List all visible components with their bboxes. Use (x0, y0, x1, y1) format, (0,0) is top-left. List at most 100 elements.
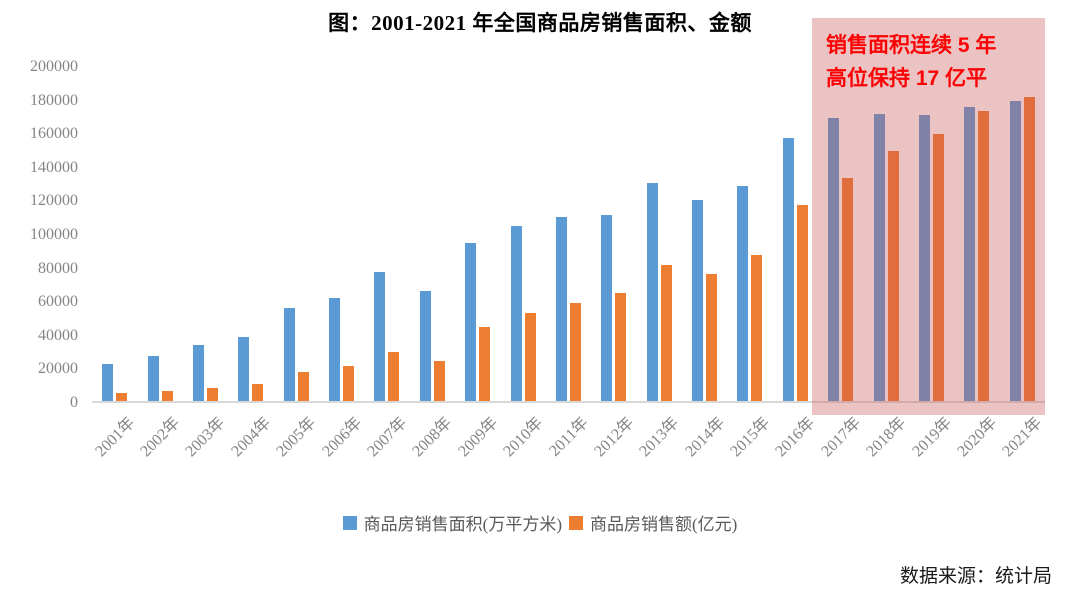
amount-bar-2018年 (887, 150, 899, 401)
y-tick-label: 200000 (30, 58, 78, 75)
annotation-text-line1: 销售面积连续 5 年 (826, 34, 997, 57)
area-bar-2011年 (555, 217, 567, 401)
amount-bar-2016年 (796, 204, 808, 401)
highlight-region: 销售面积连续 5 年 高位保持 17 亿平 (812, 18, 1045, 415)
x-tick-label: 2018年 (863, 414, 910, 461)
bar-group-2008年 (410, 67, 455, 401)
x-axis: 2001年 2002年 2003年 2004年 2005年 2006年 2007年 2008年… (92, 409, 1046, 489)
bar-group-2010年 (500, 67, 545, 401)
legend-item-amount: 商品房销售额(亿元) (569, 510, 737, 535)
amount-bar-2005年 (297, 371, 309, 401)
x-tick-label: 2008年 (409, 414, 456, 461)
x-tick-label: 2016年 (772, 414, 819, 461)
area-bar-2006年 (329, 297, 341, 401)
x-tick-label: 2002年 (137, 414, 184, 461)
amount-bar-2009年 (479, 326, 491, 401)
y-axis: 0 20000 40000 60000 80000 100000 120000 140000 1… (0, 59, 78, 411)
amount-bar-2021年 (1023, 97, 1035, 401)
amount-bar-2003年 (206, 387, 218, 401)
x-tick-label: 2013年 (636, 414, 683, 461)
amount-bar-2015年 (751, 255, 763, 401)
y-tick-label: 120000 (30, 192, 78, 210)
amount-bar-2017年 (842, 177, 854, 401)
bar-group-2015年 (727, 67, 772, 401)
bar-group-2021年 (1000, 67, 1045, 401)
bar-group-2001年 (92, 67, 137, 401)
area-bar-2003年 (192, 344, 204, 401)
bar-group-2016年 (773, 67, 818, 401)
x-tick-label: 2003年 (182, 414, 229, 461)
legend-label-amount: 商品房销售额(亿元) (590, 515, 738, 534)
area-bar-2001年 (102, 363, 114, 401)
bar-group-2019年 (909, 67, 954, 401)
amount-bar-2014年 (706, 273, 718, 401)
area-bar-2020年 (964, 106, 976, 401)
amount-bar-2010年 (524, 312, 536, 401)
amount-bar-2020年 (978, 111, 990, 401)
area-bar-2005年 (283, 308, 295, 401)
y-tick-label: 0 (70, 394, 78, 411)
amount-bar-2013年 (660, 265, 672, 401)
amount-bar-2008年 (433, 360, 445, 401)
x-tick-label: 2015年 (727, 414, 774, 461)
y-tick-label: 80000 (38, 259, 78, 277)
x-tick-label: 2005年 (273, 414, 320, 461)
area-bar-2019年 (918, 114, 930, 401)
bar-group-2014年 (682, 67, 727, 401)
y-tick-label: 160000 (30, 125, 78, 143)
y-tick-label: 60000 (38, 293, 78, 311)
bar-group-2004年 (228, 67, 273, 401)
bar-group-2005年 (274, 67, 319, 401)
bar-group-2017年 (818, 67, 863, 401)
source-note: 数据来源：统计局 (899, 566, 1052, 587)
x-tick-label: 2011年 (546, 414, 592, 460)
area-bar-2016年 (782, 138, 794, 401)
area-bar-2013年 (646, 182, 658, 401)
legend-label-area: 商品房销售面积(万平方米) (363, 515, 562, 534)
x-tick-label: 2007年 (364, 414, 411, 461)
area-bar-2010年 (510, 226, 522, 401)
area-bar-2015年 (737, 186, 749, 401)
x-tick-label: 2010年 (500, 414, 547, 461)
bar-group-2009年 (455, 67, 500, 401)
bar-group-2007年 (364, 67, 409, 401)
amount-bar-2019年 (932, 134, 944, 401)
area-bar-2009年 (465, 242, 477, 401)
legend: 商品房销售面积(万平方米) 商品房销售额(亿元) (0, 510, 1080, 535)
x-tick-label: 2009年 (455, 414, 502, 461)
amount-bar-2002年 (161, 390, 173, 401)
amount-bar-2004年 (252, 383, 264, 401)
y-tick-label: 180000 (30, 91, 78, 109)
y-tick-label: 100000 (30, 226, 78, 243)
bar-group-2012年 (591, 67, 636, 401)
area-bar-2007年 (374, 271, 386, 401)
bar-group-2020年 (954, 67, 999, 401)
bar-group-2018年 (863, 67, 908, 401)
x-tick-label: 2001年 (92, 414, 139, 461)
x-tick-label: 2014年 (681, 414, 728, 461)
annotation-text-line2: 高位保持 17 亿平 (826, 67, 988, 90)
bar-group-2013年 (637, 67, 682, 401)
y-tick-label: 140000 (30, 158, 78, 176)
bar-group-2006年 (319, 67, 364, 401)
area-bar-2012年 (601, 215, 613, 401)
plot-area (92, 67, 1045, 403)
amount-bar-2012年 (615, 293, 627, 401)
amount-bar-2011年 (569, 303, 581, 401)
area-bar-2018年 (873, 114, 885, 401)
area-bar-2017年 (828, 118, 840, 401)
bar-group-2003年 (183, 67, 228, 401)
area-bar-2002年 (147, 356, 159, 401)
x-tick-label: 2017年 (818, 414, 865, 461)
amount-bar-2001年 (116, 392, 128, 401)
y-tick-label: 40000 (38, 326, 78, 344)
amount-bar-2007年 (388, 351, 400, 401)
y-tick-label: 20000 (38, 360, 78, 378)
bar-group-2002年 (137, 67, 182, 401)
amount-series-swatch-icon (569, 515, 583, 530)
area-series-swatch-icon (342, 515, 357, 530)
x-tick-label: 2006年 (318, 414, 365, 461)
x-tick-label: 2021年 (999, 414, 1046, 461)
x-tick-label: 2012年 (591, 414, 638, 461)
